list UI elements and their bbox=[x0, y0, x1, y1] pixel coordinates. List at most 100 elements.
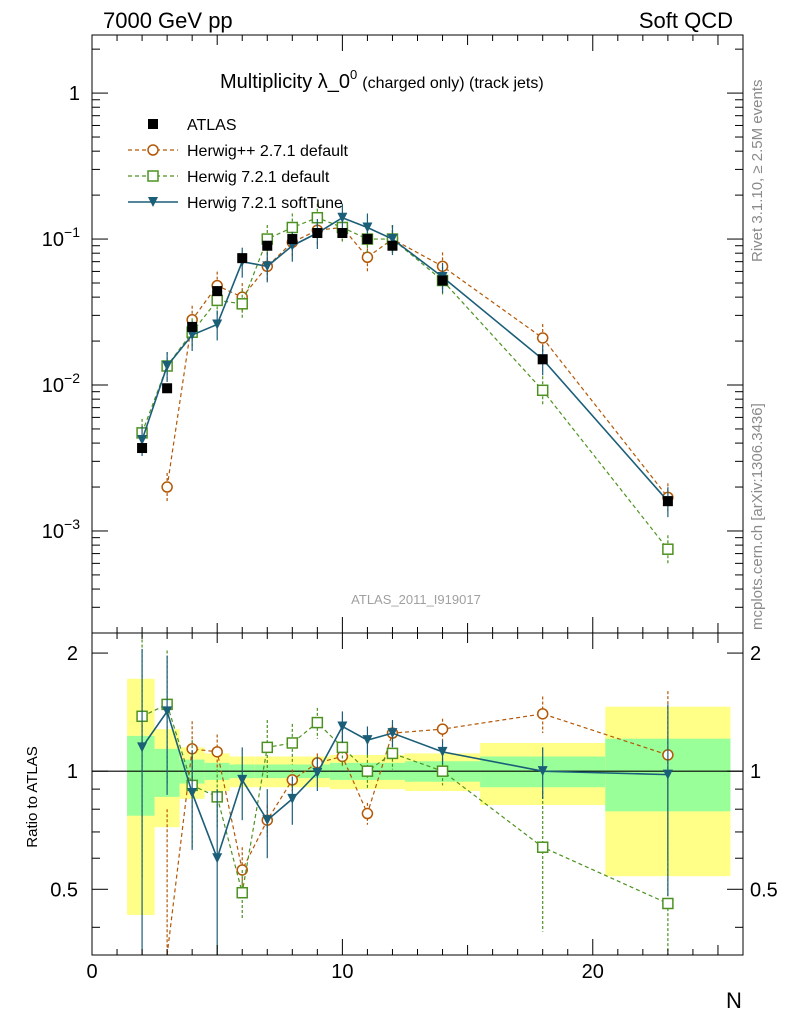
data-point bbox=[362, 234, 373, 245]
ratio-point bbox=[211, 746, 223, 758]
ratio-point bbox=[436, 765, 449, 777]
data-point bbox=[387, 240, 398, 251]
data-point bbox=[437, 275, 448, 286]
ratio-point bbox=[436, 723, 449, 735]
legend-marker bbox=[148, 197, 158, 207]
y-tick-label: 10−3 bbox=[42, 516, 80, 543]
header-category-label: Soft QCD bbox=[639, 8, 733, 33]
legend-entry: Herwig 7.2.1 default bbox=[128, 169, 330, 186]
ratio-point bbox=[187, 787, 198, 798]
ratio-point bbox=[162, 706, 173, 717]
data-point bbox=[387, 234, 398, 245]
legend-label: ATLAS bbox=[187, 117, 237, 134]
ratio-series-line bbox=[141, 709, 668, 861]
ratio-point bbox=[387, 728, 398, 739]
ratio-point bbox=[336, 741, 349, 754]
ratio-plot-panel: 2 2 1 1 0.5 0.5 0 10 20 Ratio to ATLAS N bbox=[24, 632, 778, 1013]
ratio-point bbox=[536, 708, 549, 720]
ratio-y-tick-labels: 2 2 1 1 0.5 0.5 bbox=[50, 643, 778, 901]
data-point bbox=[161, 481, 173, 493]
series-line bbox=[141, 216, 669, 502]
main-plot-panel: 1 10−1 10−2 10−3 Multiplicity λ_00(charged … bbox=[42, 34, 744, 634]
rivet-version-label: Rivet 3.1.10, ≥ 2.5M events bbox=[749, 80, 766, 263]
ratio-point bbox=[361, 807, 374, 820]
y-tick-label: 10−1 bbox=[42, 224, 80, 251]
main-series-layer bbox=[136, 203, 674, 566]
analysis-id-label: ATLAS_2011_I919017 bbox=[351, 592, 481, 607]
ratio-series-line bbox=[141, 703, 669, 905]
ratio-y-axis-label: Ratio to ATLAS bbox=[24, 746, 41, 847]
data-point bbox=[536, 332, 549, 344]
ratio-axis-ticks bbox=[91, 633, 744, 955]
ratio-series-layer bbox=[136, 634, 674, 956]
header-energy-label: 7000 GeV pp bbox=[103, 8, 233, 33]
ratio-point bbox=[286, 737, 299, 749]
ratio-point bbox=[662, 897, 674, 910]
ratio-point bbox=[536, 841, 549, 853]
ratio-point bbox=[362, 735, 373, 746]
ratio-point bbox=[537, 766, 548, 777]
legend-label: Herwig 7.2.1 softTune bbox=[187, 195, 343, 212]
series-3 bbox=[137, 203, 673, 518]
ratio-point bbox=[312, 767, 323, 778]
data-point bbox=[362, 222, 373, 233]
legend-marker bbox=[148, 119, 158, 129]
main-axis-ticks bbox=[91, 35, 744, 634]
ratio-point bbox=[337, 721, 348, 732]
data-point bbox=[211, 294, 223, 307]
x-tick-label: 20 bbox=[582, 961, 604, 983]
chart-title: Multiplicity λ_00(charged only) (track j… bbox=[220, 67, 544, 93]
ratio-y-tick-label-right: 2 bbox=[750, 643, 761, 665]
ratio-point bbox=[386, 747, 399, 760]
data-point bbox=[286, 221, 299, 234]
ratio-point bbox=[262, 815, 273, 826]
data-point bbox=[537, 354, 548, 365]
ratio-y-tick-label-right: 1 bbox=[750, 761, 761, 783]
data-point bbox=[212, 319, 223, 330]
main-y-tick-labels: 1 10−1 10−2 10−3 bbox=[42, 83, 80, 543]
ratio-point bbox=[137, 742, 148, 753]
data-point bbox=[337, 212, 348, 223]
data-point bbox=[536, 384, 549, 397]
data-point bbox=[337, 228, 348, 239]
data-point bbox=[137, 435, 148, 446]
data-point bbox=[162, 383, 173, 394]
legend-entry: ATLAS bbox=[148, 117, 237, 134]
data-point bbox=[662, 543, 674, 555]
x-tick-label: 10 bbox=[331, 961, 353, 983]
ratio-series-0 bbox=[166, 691, 674, 956]
ratio-point bbox=[261, 741, 274, 754]
legend-label: Herwig++ 2.7.1 default bbox=[187, 143, 349, 160]
ratio-y-tick-label-right: 0.5 bbox=[750, 879, 778, 901]
data-point bbox=[162, 360, 173, 371]
series-2 bbox=[136, 203, 674, 566]
series-line bbox=[141, 217, 669, 550]
data-point bbox=[187, 330, 198, 341]
ratio-y-tick-label: 1 bbox=[67, 761, 78, 783]
data-point bbox=[287, 234, 298, 245]
ratio-point bbox=[237, 774, 248, 785]
data-point bbox=[312, 228, 323, 239]
x-tick-labels: 0 10 20 bbox=[86, 961, 603, 983]
x-axis-label: N bbox=[726, 988, 742, 1013]
data-point bbox=[662, 496, 673, 507]
ratio-point bbox=[311, 716, 324, 729]
ratio-point bbox=[287, 793, 298, 804]
y-tick-label: 10−2 bbox=[42, 370, 80, 397]
data-point bbox=[236, 298, 248, 310]
data-point bbox=[361, 251, 374, 264]
data-point bbox=[187, 321, 198, 332]
ratio-y-tick-label: 0.5 bbox=[50, 879, 78, 901]
ratio-point bbox=[662, 769, 673, 780]
y-tick-label: 1 bbox=[69, 83, 80, 105]
data-point bbox=[237, 253, 248, 264]
ratio-y-tick-label: 2 bbox=[67, 643, 78, 665]
legend-label: Herwig 7.2.1 default bbox=[187, 169, 330, 186]
ratio-point bbox=[236, 886, 248, 899]
legend: ATLAS Herwig++ 2.7.1 default Herwig 7.2.1 … bbox=[128, 117, 349, 212]
legend-entry: Herwig++ 2.7.1 default bbox=[128, 143, 349, 160]
ratio-point bbox=[437, 746, 448, 757]
ratio-point bbox=[212, 853, 223, 864]
data-point bbox=[212, 286, 223, 297]
